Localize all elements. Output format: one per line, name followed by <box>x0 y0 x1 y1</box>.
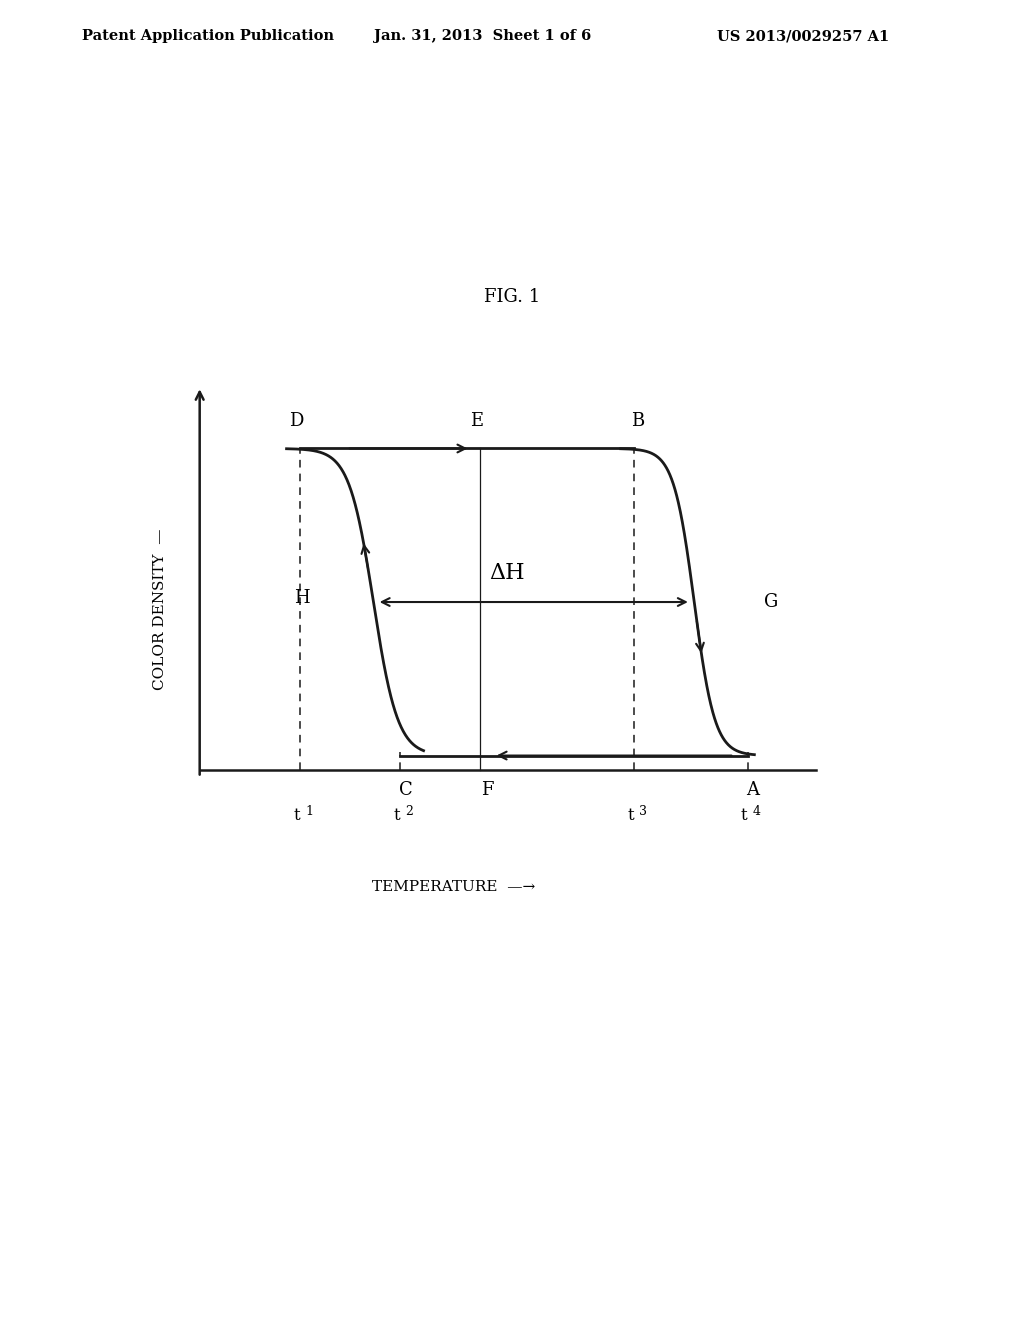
Text: Patent Application Publication: Patent Application Publication <box>82 29 334 44</box>
Text: US 2013/0029257 A1: US 2013/0029257 A1 <box>717 29 889 44</box>
Text: F: F <box>481 781 494 799</box>
Text: Jan. 31, 2013  Sheet 1 of 6: Jan. 31, 2013 Sheet 1 of 6 <box>374 29 591 44</box>
Text: t: t <box>628 807 634 824</box>
Text: A: A <box>746 781 760 799</box>
Text: 2: 2 <box>406 805 414 818</box>
Text: C: C <box>398 781 413 799</box>
Text: COLOR DENSITY  —: COLOR DENSITY — <box>153 528 167 690</box>
Text: 3: 3 <box>639 805 647 818</box>
Text: H: H <box>294 589 310 607</box>
Text: TEMPERATURE  —→: TEMPERATURE —→ <box>372 880 536 894</box>
Text: D: D <box>290 412 304 430</box>
Text: t: t <box>741 807 748 824</box>
Text: 4: 4 <box>753 805 761 818</box>
Text: t: t <box>293 807 300 824</box>
Text: E: E <box>470 412 483 430</box>
Text: 1: 1 <box>305 805 313 818</box>
Text: B: B <box>631 412 644 430</box>
Text: FIG. 1: FIG. 1 <box>484 288 540 306</box>
Text: t: t <box>393 807 400 824</box>
Text: ΔH: ΔH <box>489 562 525 583</box>
Text: G: G <box>764 593 778 611</box>
